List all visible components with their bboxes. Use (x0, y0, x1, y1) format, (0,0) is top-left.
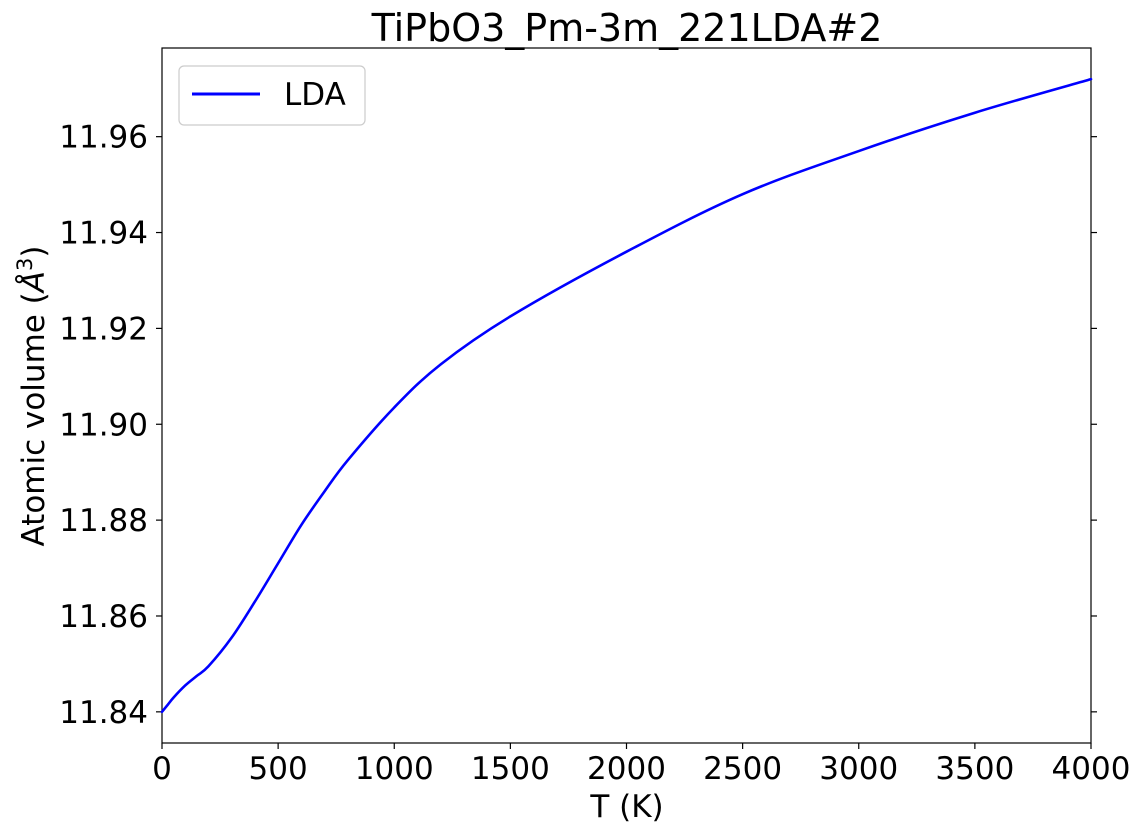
x-tick-label: 500 (249, 751, 308, 787)
legend-label-lda: LDA (284, 77, 346, 113)
y-tick-label: 11.86 (59, 599, 148, 635)
x-tick-label: 2000 (587, 751, 666, 787)
chart-title: TiPbO3_Pm-3m_221LDA#2 (371, 6, 883, 50)
y-axis-label-close: ) (16, 246, 52, 258)
y-tick-label: 11.92 (59, 311, 148, 347)
series-layer (160, 77, 1093, 714)
legend-box (178, 65, 366, 126)
x-tick-label: 2500 (703, 751, 782, 787)
y-tick-label: 11.94 (59, 216, 148, 252)
x-tick-label: 3500 (935, 751, 1014, 787)
y-axis-label: Atomic volume (Å3) (13, 246, 52, 547)
x-tick-label: 3000 (819, 751, 898, 787)
y-tick-label: 11.84 (59, 695, 148, 731)
legend: LDA (178, 65, 366, 126)
x-tick-label: 1500 (471, 751, 550, 787)
y-axis-label-text: Atomic volume ( (16, 292, 52, 546)
y-tick-label: 11.90 (59, 407, 148, 443)
y-axis-label-unit: Å (16, 271, 52, 294)
x-tick-label: 4000 (1052, 751, 1131, 787)
x-tick-label: 1000 (355, 751, 434, 787)
series-line-lda (160, 77, 1093, 714)
x-axis: 0 500 1000 1500 2000 2500 3000 3500 4000 (152, 743, 1130, 787)
plot-area (161, 47, 1092, 744)
x-axis-label: T (K) (589, 789, 663, 825)
y-axis-label-sup: 3 (13, 258, 37, 271)
x-tick-label: 0 (152, 751, 172, 787)
y-tick-label: 11.88 (59, 503, 148, 539)
y-tick-label: 11.96 (59, 120, 148, 156)
y-axis: 11.84 11.86 11.88 11.90 11.92 11.94 11.96 (59, 120, 1097, 731)
